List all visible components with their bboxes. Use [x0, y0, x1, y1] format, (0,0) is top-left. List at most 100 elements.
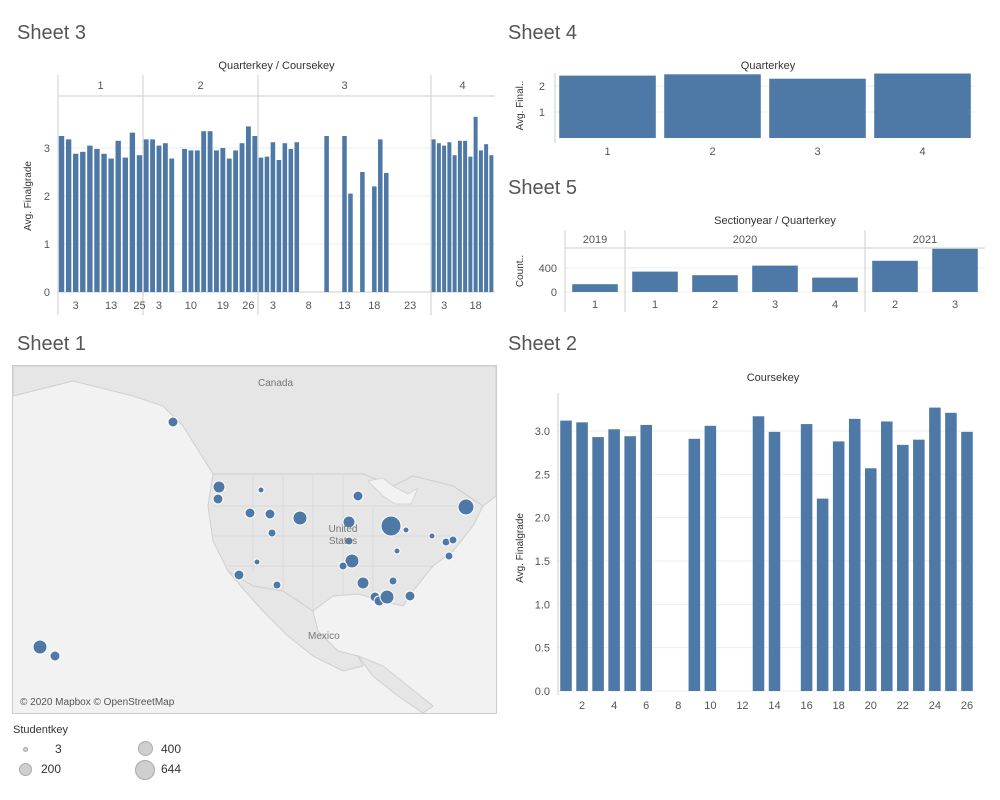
sheet2-bar — [816, 498, 829, 691]
sheet3-bar — [220, 148, 226, 292]
sheet3-chart[interactable]: Quarterkey / Coursekey Avg. Finalgrade 0 1 2… — [0, 55, 500, 320]
legend-circle-400 — [138, 741, 153, 756]
sheet2-bar — [752, 416, 765, 691]
sheet5-year-label: 2020 — [733, 234, 757, 246]
sheet3-y-axis-label: Avg. Finalgrade — [23, 161, 34, 231]
sheet3-bar — [156, 145, 162, 292]
sheet4-bar — [769, 78, 866, 138]
state-borders — [213, 474, 473, 611]
sheet2-x-tick: 24 — [929, 700, 941, 712]
sheet3-x-tick: 3 — [441, 300, 447, 312]
sheet3-bar — [252, 136, 258, 292]
sheet3-bar — [489, 155, 494, 292]
sheet5-y-tick: 0 — [551, 287, 557, 299]
sheet3-x-tick: 18 — [368, 300, 380, 312]
sheet2-bar — [945, 412, 957, 691]
sheet5-bar — [572, 284, 618, 292]
legend-title: Studentkey — [13, 724, 69, 736]
sheet2-x-tick: 4 — [611, 700, 617, 712]
map-svg — [13, 366, 496, 713]
sheet3-bar — [87, 145, 93, 292]
sheet3-bar — [233, 150, 239, 292]
sheet2-bar — [961, 431, 973, 691]
sheet3-bar — [129, 132, 136, 292]
sheet3-bar — [101, 153, 107, 292]
sheet3-bar — [162, 143, 168, 292]
sheet3-bar — [478, 150, 483, 292]
sheet3-bar — [182, 148, 187, 292]
sheet2-x-tick: 22 — [897, 700, 909, 712]
sheet3-bar — [383, 172, 389, 292]
sheet4-x-tick: 4 — [919, 146, 925, 158]
sheet3-x-tick: 19 — [217, 300, 229, 312]
central-america-land — [356, 654, 434, 713]
sheet3-x-tick: 10 — [185, 300, 197, 312]
sheet3-bar — [73, 153, 79, 292]
sheet4-chart-title: Quarterkey — [741, 60, 796, 72]
sheet3-bar — [324, 136, 329, 292]
sheet2-x-tick: 12 — [736, 700, 748, 712]
sheet3-bar — [122, 157, 128, 292]
sheet3-bar — [270, 142, 276, 292]
sheet3-bar — [80, 151, 86, 292]
sheet5-title: Sheet 5 — [508, 177, 577, 199]
legend-label-644: 644 — [161, 762, 182, 776]
sheet2-y-tick: 1.0 — [535, 599, 550, 611]
sheet2-x-tick: 26 — [961, 700, 973, 712]
sheet2-y-tick: 1.5 — [535, 556, 550, 568]
sheet2-bar — [881, 421, 893, 691]
sheet4-title: Sheet 4 — [508, 22, 577, 44]
sheet2-chart[interactable]: Coursekey Avg. Finalgrade 0.0 0.5 1.0 1.5 2.0 2… — [500, 365, 1000, 715]
legend-label-400: 400 — [161, 742, 182, 756]
sheet3-bar — [468, 156, 473, 292]
sheet3-quarter-label: 4 — [459, 80, 465, 92]
sheet2-y-tick: 2.5 — [535, 469, 550, 481]
sheet2-y-tick: 0.5 — [535, 643, 550, 655]
sheet5-y-tick: 400 — [539, 263, 557, 275]
sheet3-bar — [282, 143, 288, 292]
sheet3-y-tick: 1 — [44, 239, 50, 251]
sheet5-year-label: 2021 — [913, 234, 937, 246]
sheet3-bar — [136, 155, 143, 292]
sheet3-bar — [378, 139, 383, 292]
sheet2-bar — [704, 425, 717, 691]
sheet3-bar — [245, 126, 251, 293]
sheet2-bar — [864, 468, 877, 691]
sheet5-x-tick: 3 — [952, 299, 958, 311]
map-attribution[interactable]: © 2020 Mapbox © OpenStreetMap — [20, 697, 175, 708]
sheet3-bar — [207, 131, 213, 292]
sheet5-bar — [632, 271, 678, 292]
sheet2-bar — [560, 420, 572, 691]
map-view[interactable]: Canada United States Mexico © 2020 Mapbo… — [12, 365, 497, 714]
mexico-land — [227, 570, 364, 672]
legend-label-3: 3 — [55, 742, 62, 756]
sheet4-y-tick: 1 — [539, 107, 545, 119]
sheet3-bar — [294, 142, 300, 292]
sheet2-bar — [640, 424, 652, 691]
sheet3-bar — [457, 140, 462, 292]
sheet5-x-tick: 1 — [592, 299, 598, 311]
sheet3-bar — [372, 186, 377, 292]
legend-circle-200 — [19, 763, 32, 776]
sheet3-x-tick: 18 — [470, 300, 482, 312]
sheet3-bar — [348, 193, 353, 292]
sheet5-bar — [692, 275, 738, 292]
sheet3-x-tick: 3 — [270, 300, 276, 312]
sheet1-title: Sheet 1 — [17, 333, 86, 355]
sheet2-x-tick: 2 — [579, 700, 585, 712]
sheet4-x-tick: 2 — [709, 146, 715, 158]
sheet3-bar — [463, 140, 468, 292]
sheet3-bar — [442, 145, 447, 292]
sheet4-chart[interactable]: Quarterkey Avg. Final.. 1 2 1 2 3 4 — [500, 55, 1000, 165]
sheet2-bar — [608, 429, 620, 691]
sheet3-bar — [65, 139, 72, 292]
sheet3-bar — [115, 140, 121, 292]
sheet5-chart[interactable]: Sectionyear / Quarterkey Count.. 0 400 2019 1… — [500, 210, 1000, 320]
sheet3-bar — [473, 116, 478, 292]
sheet2-chart-title: Coursekey — [747, 372, 800, 384]
sheet3-bar — [264, 156, 270, 292]
sheet2-x-tick: 18 — [833, 700, 845, 712]
sheet3-bar — [342, 136, 347, 292]
sheet3-bar — [288, 148, 294, 292]
sheet3-y-tick: 0 — [44, 287, 50, 299]
